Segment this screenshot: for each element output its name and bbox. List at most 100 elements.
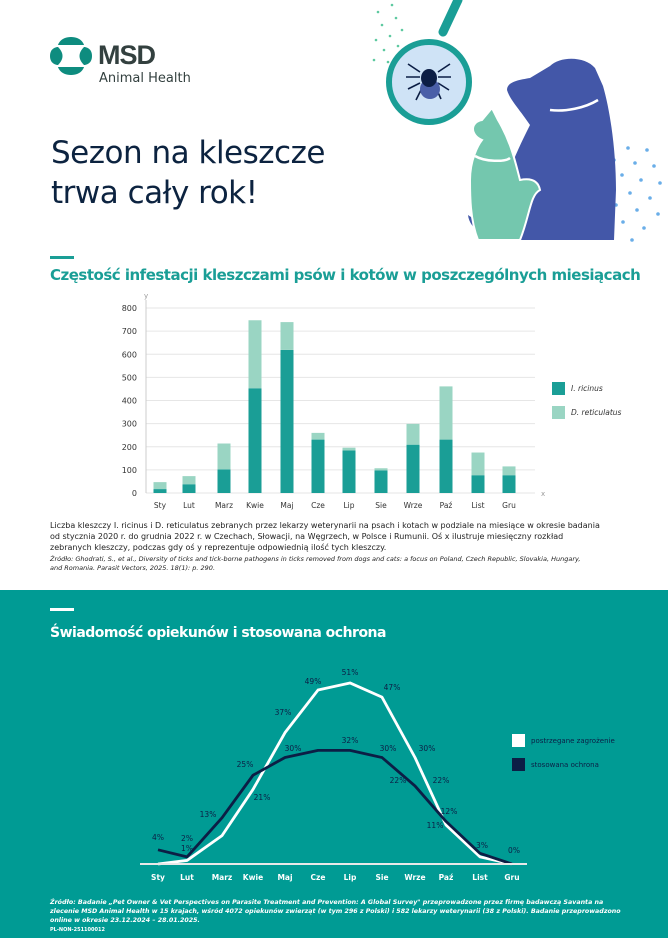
- bar-i-ricinus: [217, 469, 231, 493]
- data-label: 32%: [342, 736, 359, 745]
- bar-i-ricinus: [374, 470, 388, 493]
- dots-decoration-blue-icon: [608, 146, 662, 242]
- brand-name: MSD: [98, 40, 156, 70]
- bar-d-reticulatus: [439, 386, 453, 440]
- bar-i-ricinus: [406, 444, 420, 493]
- msd-logo-icon: [50, 37, 92, 75]
- bar-i-ricinus: [182, 484, 196, 493]
- x-tick-label: Wrze: [404, 873, 425, 882]
- data-label: 30%: [380, 744, 397, 753]
- legend-swatch: [552, 382, 565, 395]
- bar-d-reticulatus: [153, 482, 167, 490]
- survey-source: Źródło: Badanie „Pet Owner & Vet Perspec…: [50, 899, 621, 924]
- data-label: 1%: [181, 844, 193, 853]
- x-tick-label: Maj: [277, 873, 292, 882]
- bar-i-ricinus: [248, 388, 262, 493]
- data-label: 22%: [390, 776, 407, 785]
- x-tick-label: Paź: [440, 501, 453, 510]
- x-tick-label: List: [471, 501, 484, 510]
- bar-i-ricinus: [502, 475, 516, 493]
- x-tick-label: Lip: [344, 873, 357, 882]
- bar-i-ricinus: [471, 475, 485, 493]
- legend-label: D. reticulatus: [571, 408, 622, 417]
- data-label: 30%: [419, 744, 436, 753]
- data-label: 25%: [237, 760, 254, 769]
- cat-icon: [468, 106, 542, 241]
- x-tick-label: Sie: [375, 501, 387, 510]
- bar-d-reticulatus: [217, 443, 231, 470]
- bar-d-reticulatus: [248, 320, 262, 389]
- x-tick-label: Marz: [215, 501, 233, 510]
- legend-label: stosowana ochrona: [531, 761, 599, 769]
- bar-i-ricinus: [439, 439, 453, 493]
- data-label: 12%: [441, 807, 458, 816]
- pets-illustration: [372, 0, 662, 242]
- y-tick-label: 100: [122, 466, 137, 475]
- data-label: 21%: [254, 793, 271, 802]
- x-tick-label: Paź: [439, 873, 454, 882]
- data-label: 0%: [508, 846, 520, 855]
- brand-subtitle: Animal Health: [99, 71, 191, 86]
- line-chart: Sty Lut Marz Kwie Maj Cze Lip Sie Wrze Paź List Gru…: [140, 668, 615, 882]
- bar-i-ricinus: [153, 489, 167, 493]
- bar-d-reticulatus: [471, 452, 485, 476]
- document-code: PL-NON-251100012: [50, 927, 105, 933]
- x-tick-label: Kwie: [246, 501, 264, 510]
- x-tick-label: Lip: [343, 501, 354, 510]
- legend-swatch: [512, 734, 525, 747]
- x-tick-label: Sty: [151, 873, 165, 882]
- y-tick-label: 0: [132, 489, 137, 498]
- awareness-section: [0, 590, 668, 938]
- bar-d-reticulatus: [502, 466, 516, 476]
- legend-swatch: [552, 406, 565, 419]
- bar-chart-title: Częstość infestacji kleszczami psów i ko…: [50, 266, 641, 284]
- x-tick-label: Gru: [504, 873, 519, 882]
- chart-caption: Liczba kleszczy I. ricinus i D. reticula…: [50, 521, 600, 552]
- bar-chart: 0 100 200 300 400 500 600 700 800 y x Sty Lut Marz Kwi…: [122, 292, 622, 510]
- bar-i-ricinus: [342, 450, 356, 493]
- data-label: 4%: [152, 833, 164, 842]
- magnifier-icon: [386, 0, 472, 125]
- bar-d-reticulatus: [342, 447, 356, 451]
- y-tick-label: 500: [122, 373, 137, 382]
- y-axis-label: y: [144, 292, 148, 300]
- y-tick-label: 600: [122, 350, 137, 359]
- line-chart-title: Świadomość opiekunów i stosowana ochrona: [50, 625, 386, 641]
- dots-decoration-icon: [372, 3, 404, 64]
- x-tick-label: Lut: [183, 501, 195, 510]
- bar-d-reticulatus: [311, 432, 325, 440]
- page-title: Sezon na kleszcze trwa cały rok!: [51, 133, 325, 213]
- x-tick-label: List: [472, 873, 488, 882]
- x-tick-label: Cze: [311, 873, 326, 882]
- data-label: 37%: [275, 708, 292, 717]
- y-tick-label: 200: [122, 443, 137, 452]
- data-label: 3%: [476, 841, 488, 850]
- data-label: 51%: [342, 668, 359, 677]
- y-tick-label: 700: [122, 327, 137, 336]
- x-tick-label: Marz: [212, 873, 233, 882]
- line-stosowana-ochrona: [157, 749, 513, 866]
- data-label: 13%: [200, 810, 217, 819]
- data-label: 22%: [433, 776, 450, 785]
- y-tick-label: 300: [122, 420, 137, 429]
- x-tick-label: Gru: [502, 501, 516, 510]
- x-tick-label: Sty: [154, 501, 167, 510]
- section-accent-bar: [50, 256, 74, 259]
- y-tick-label: 800: [122, 304, 137, 313]
- bar-d-reticulatus: [374, 468, 388, 471]
- bar-d-reticulatus: [182, 476, 196, 485]
- bar-i-ricinus: [311, 439, 325, 493]
- bar-d-reticulatus: [406, 423, 420, 445]
- title-line-2: trwa cały rok!: [51, 175, 258, 211]
- x-tick-label: Wrze: [404, 501, 423, 510]
- chart-source: Źródło: Ghodrati, S., et al., Diversity …: [50, 555, 581, 572]
- x-tick-label: Cze: [311, 501, 325, 510]
- bar-i-ricinus: [280, 349, 294, 493]
- data-label: 11%: [427, 821, 444, 830]
- x-tick-label: Lut: [180, 873, 194, 882]
- data-label: 30%: [285, 744, 302, 753]
- x-tick-label: Maj: [280, 501, 293, 510]
- data-label: 49%: [305, 677, 322, 686]
- legend-label: I. ricinus: [571, 384, 603, 393]
- legend-swatch: [512, 758, 525, 771]
